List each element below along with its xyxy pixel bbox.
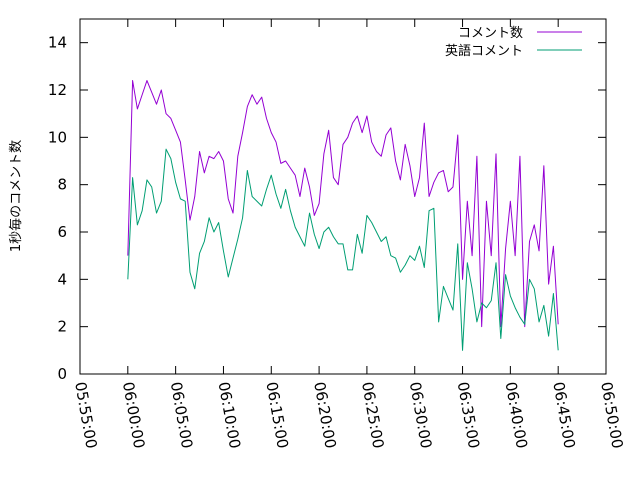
series-line-0	[127, 80, 559, 328]
y-tick-label: 10	[48, 128, 67, 146]
y-tick-label: 6	[57, 223, 67, 241]
legend-label-0: コメント数	[458, 26, 523, 41]
y-tick-label: 14	[48, 34, 67, 52]
y-tick-label: 4	[57, 270, 67, 288]
plot-frame	[79, 18, 607, 375]
y-tick-label: 2	[57, 318, 67, 336]
legend-label-1: 英語コメント	[445, 43, 523, 59]
series-layer	[127, 80, 559, 351]
y-tick-label: 0	[57, 365, 67, 383]
series-line-1	[127, 148, 559, 351]
y-axis-label: 1秒毎のコメント数	[8, 140, 24, 252]
y-tick-label: 8	[57, 176, 67, 194]
y-axis-ticks: 0 2 4 6 8 10 12 14	[48, 34, 606, 383]
y-tick-label: 12	[48, 81, 67, 99]
